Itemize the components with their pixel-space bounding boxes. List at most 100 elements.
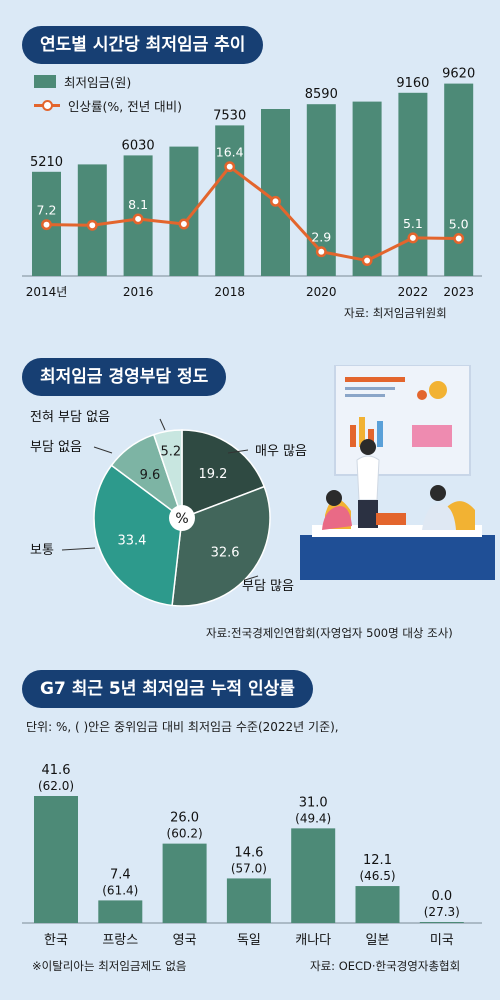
pie-slice-value: 33.4 (117, 534, 146, 549)
g7-bar (355, 886, 400, 923)
trend-source: 자료: 최저임금위원회 (344, 306, 447, 320)
g7-chart: 41.6(62.0) 한국 7.4(61.4) 프랑스 26.0(60.2) 영국 14.6… (22, 763, 482, 948)
g7-category-label: 캐나다 (295, 933, 331, 948)
g7-bar-value: 26.0 (170, 811, 199, 826)
pie-leader-line (244, 575, 259, 581)
trend-bar (215, 125, 245, 277)
g7-bar-value: 0.0 (431, 889, 452, 904)
g7-bar-median-ratio: (60.2) (167, 827, 203, 841)
g7-category-label: 영국 (173, 933, 197, 948)
g7-category-label: 프랑스 (102, 933, 138, 948)
trend-bar (398, 92, 428, 276)
pie-leader-line (159, 418, 166, 431)
g7-bar-median-ratio: (57.0) (231, 861, 267, 875)
trend-x-tick: 2016 (123, 285, 154, 299)
g7-bar (162, 843, 207, 923)
g7-bar-median-ratio: (61.4) (102, 883, 138, 897)
trend-x-tick: 2023 (443, 285, 474, 299)
trend-rate-point (453, 233, 465, 244)
pie-leader-line (61, 547, 96, 551)
trend-rate-label: 2.9 (311, 230, 331, 245)
g7-bar-median-ratio: (27.3) (424, 905, 460, 919)
pie-center-hole (169, 505, 195, 531)
trend-bar-label: 5210 (30, 155, 63, 170)
pie-slice-label: 매우 많음 (255, 444, 307, 459)
trend-rate-label: 8.1 (128, 197, 148, 212)
g7-bar (419, 922, 464, 923)
trend-bar-label: 8590 (305, 87, 338, 102)
pie-slice-value: 9.6 (140, 468, 161, 483)
burden-section-title: 최저임금 경영부담 정도 (22, 358, 227, 396)
g7-section-title: G7 최근 5년 최저임금 누적 인상률 (22, 670, 313, 708)
g7-bar (291, 828, 336, 923)
trend-x-tick: 2018 (214, 285, 245, 299)
pie-slice-value: 32.6 (211, 545, 240, 560)
pie-source: 자료:전국경제인연합회(자영업자 500명 대상 조사) (206, 626, 453, 640)
g7-bar-value: 31.0 (299, 795, 328, 810)
trend-bar-label: 7530 (213, 108, 246, 123)
trend-rate-point (407, 232, 419, 244)
trend-rate-point (270, 195, 281, 207)
pie-leader-line (93, 446, 113, 454)
g7-source: 자료: OECD·한국경영자총협회 (310, 959, 461, 973)
g7-bar-median-ratio: (49.4) (295, 811, 331, 825)
trend-bar (352, 101, 382, 276)
g7-category-label: 미국 (430, 933, 454, 948)
trend-x-tick: 2022 (398, 285, 429, 299)
pie-slice (171, 485, 271, 607)
trend-rate-point (224, 161, 236, 173)
pie-slice-label: 전혀 부담 없음 (30, 410, 110, 425)
legend-bar: 최저임금(원) (34, 72, 131, 91)
pie-slice-value: 19.2 (198, 467, 227, 482)
pie-slice (93, 464, 183, 607)
legend-bar-label: 최저임금(원) (64, 75, 132, 90)
pie-slice-value: 5.2 (160, 444, 181, 459)
g7-bar-median-ratio: (62.0) (38, 779, 74, 793)
g7-bar (34, 796, 78, 923)
pie-chart: 19.2 매우 많음 32.6 부담 많음 33.4 보통 9.6 부담 없음 5.2 전혀 부담… (30, 410, 307, 607)
g7-footnote: ※이탈리아는 최저임금제도 없음 (32, 959, 187, 973)
pie-slice-label: 부담 많음 (242, 579, 294, 594)
g7-bar-value: 41.6 (42, 763, 71, 778)
g7-bar-median-ratio: (46.5) (359, 869, 395, 883)
g7-unit-note: 단위: %, ( )안은 중위임금 대비 최저임금 수준(2022년 기준), (26, 720, 339, 734)
legend-bar-swatch (34, 75, 56, 88)
trend-rate-label: 16.4 (216, 145, 244, 160)
pie-slice (181, 429, 266, 520)
trend-rate-point (41, 219, 52, 231)
pie-leader-line (227, 449, 249, 454)
trend-x-tick: 2020 (306, 285, 337, 299)
trend-bar-label: 6030 (122, 138, 155, 153)
trend-bar-label: 9620 (442, 67, 475, 82)
g7-bar-value: 14.6 (234, 845, 263, 860)
g7-category-label: 일본 (366, 933, 390, 948)
g7-category-label: 한국 (44, 933, 68, 948)
trend-rate-point (132, 213, 144, 225)
g7-bar (98, 900, 143, 923)
legend-line-swatch (34, 99, 60, 112)
g7-bar-value: 7.4 (110, 867, 131, 882)
trend-rate-point (178, 218, 190, 230)
office-meeting-illustration (300, 365, 495, 580)
trend-rate-point (86, 219, 98, 231)
trend-rate-label: 5.1 (403, 216, 423, 231)
trend-rate-label: 5.0 (449, 217, 469, 232)
pie-slice (152, 429, 183, 519)
legend-line: 인상률(%, 전년 대비) (34, 96, 182, 115)
g7-bar-value: 12.1 (363, 853, 392, 868)
trend-rate-label: 7.2 (37, 203, 57, 218)
trend-chart: 5210 6030 7530 8590 9160 9620 7.2 8.1 16.4 2.9 5.1… (22, 67, 482, 299)
pie-center-label: % (175, 511, 188, 527)
trend-section-title: 연도별 시간당 최저임금 추이 (22, 26, 264, 64)
trend-rate-point (315, 246, 327, 258)
g7-bar (226, 878, 271, 923)
trend-bar-label: 9160 (396, 76, 429, 91)
pie-slice-label: 보통 (30, 543, 54, 558)
trend-bar (444, 83, 474, 276)
g7-category-label: 독일 (237, 933, 261, 948)
legend-line-label: 인상률(%, 전년 대비) (68, 99, 183, 114)
trend-rate-line (46, 165, 459, 263)
trend-x-tick: 2014년 (26, 285, 68, 299)
trend-rate-point (361, 255, 373, 266)
pie-slice-label: 부담 없음 (30, 440, 82, 455)
